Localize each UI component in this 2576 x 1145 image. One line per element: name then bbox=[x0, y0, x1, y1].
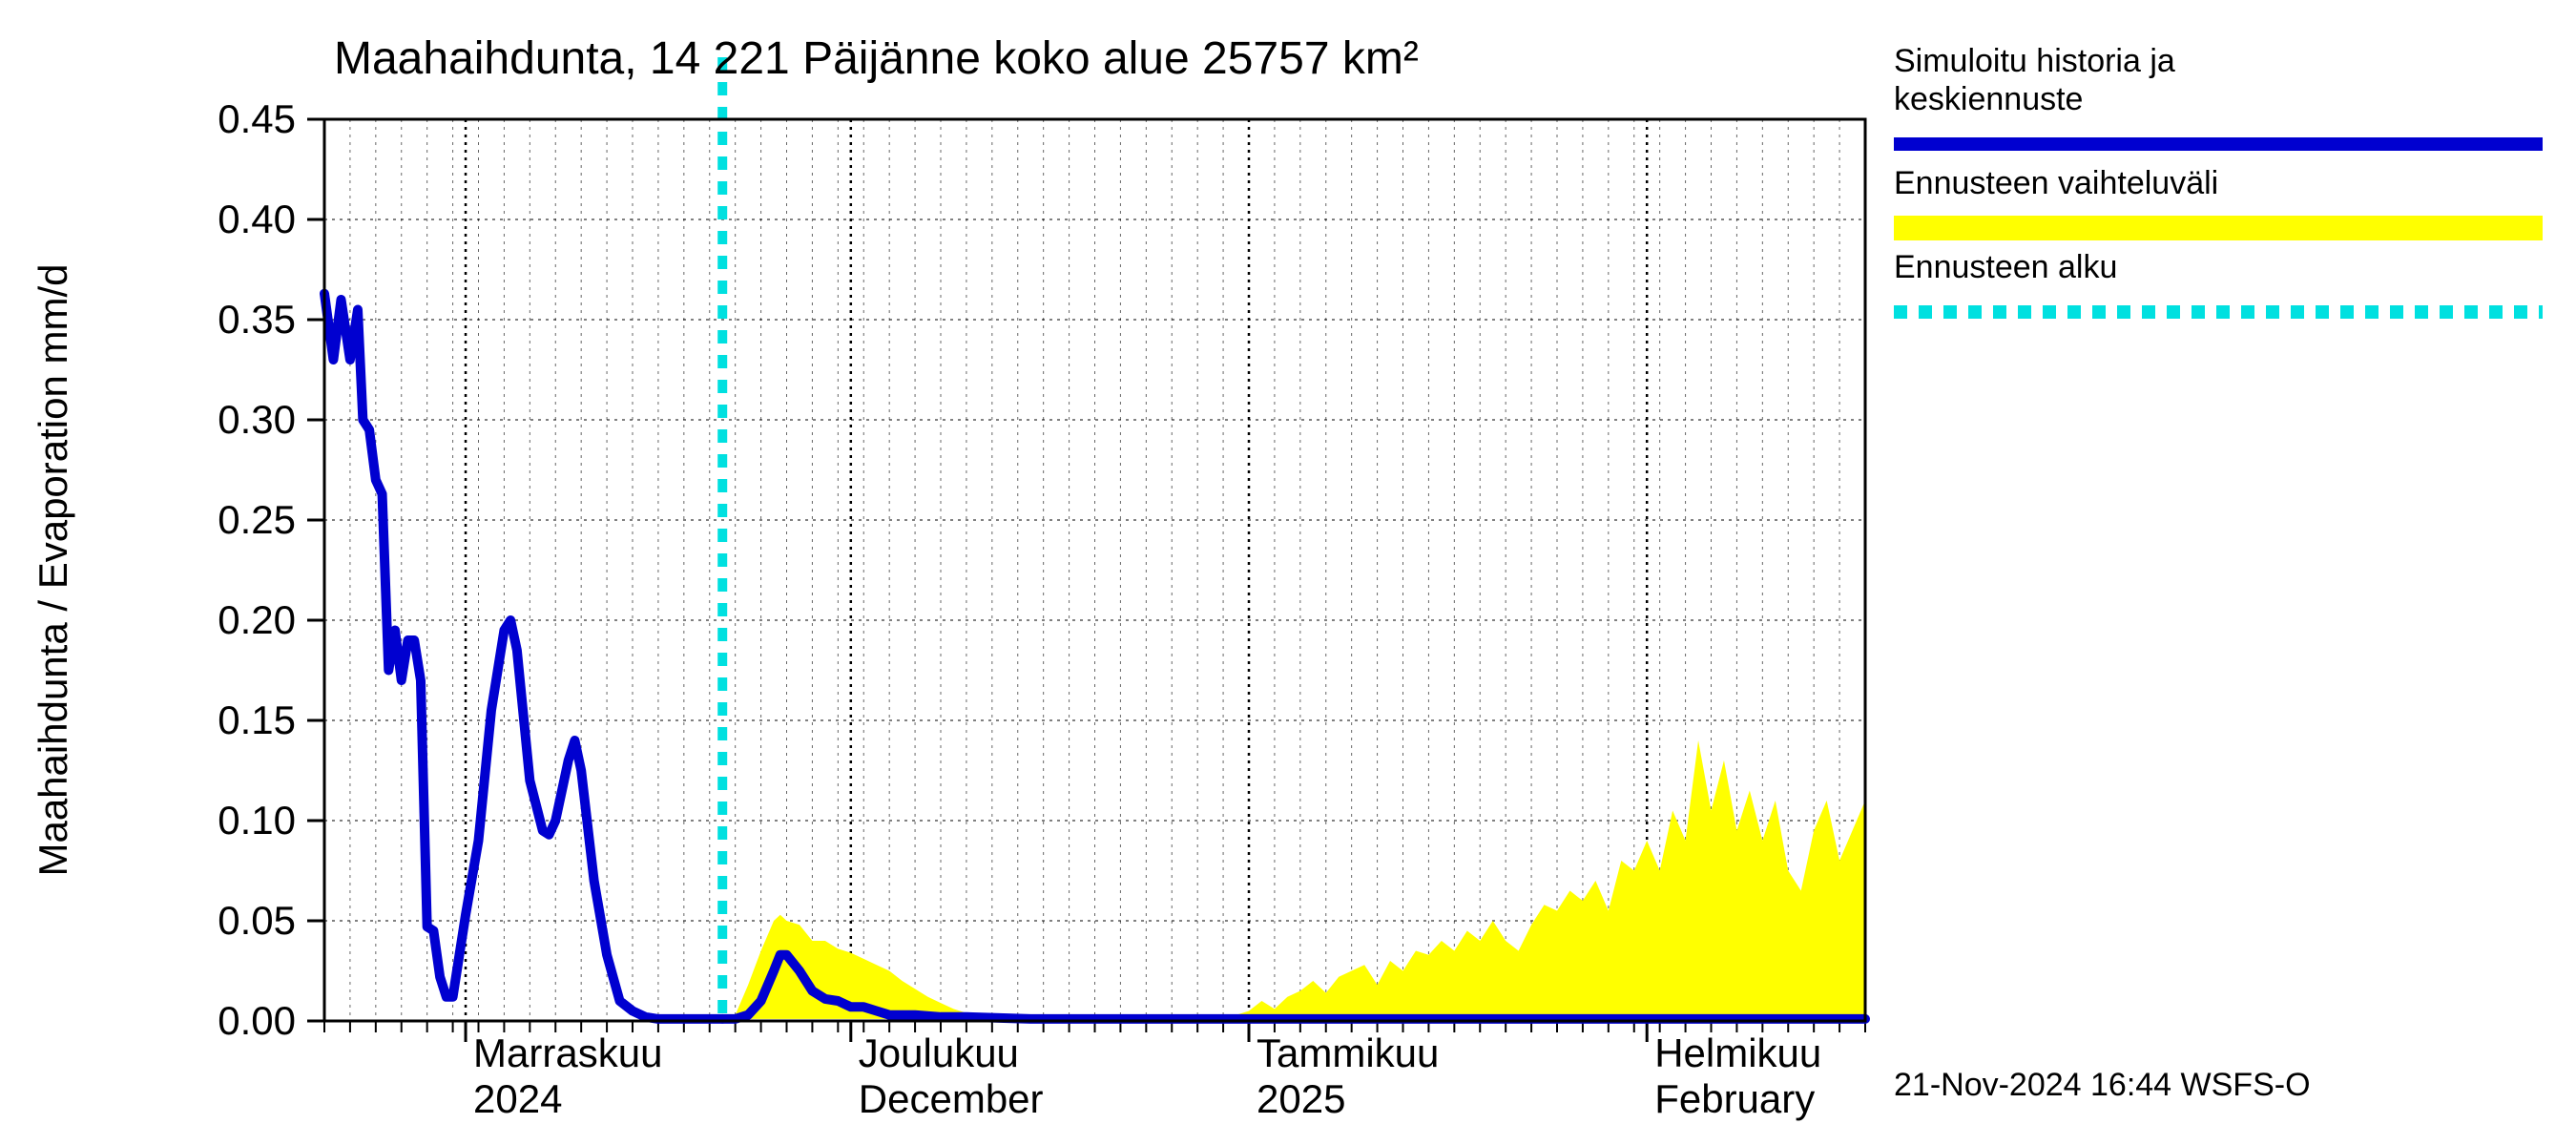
month-sublabel: 2025 bbox=[1257, 1076, 1345, 1121]
legend-label: Ennusteen alku bbox=[1894, 249, 2117, 285]
legend-swatch-band bbox=[1894, 216, 2543, 240]
legend-label: Simuloitu historia ja bbox=[1894, 43, 2175, 79]
ytick-label: 0.05 bbox=[218, 898, 296, 943]
ytick-label: 0.20 bbox=[218, 597, 296, 642]
chart-container: 0.00 0.05 0.10 0.15 0.20 0.25 0.30 0.35 0.40 0.45… bbox=[0, 0, 2576, 1145]
ytick-label: 0.40 bbox=[218, 197, 296, 241]
ytick-label: 0.00 bbox=[218, 998, 296, 1043]
chart-title: Maahaihdunta, 14 221 Päijänne koko alue … bbox=[334, 33, 1419, 84]
month-sublabel: February bbox=[1654, 1076, 1815, 1121]
y-axis-label: Maahaihdunta / Evaporation mm/d bbox=[31, 263, 75, 876]
ytick-label: 0.30 bbox=[218, 397, 296, 442]
month-label: Joulukuu bbox=[859, 1030, 1019, 1075]
month-label: Marraskuu bbox=[473, 1030, 662, 1075]
month-sublabel: December bbox=[859, 1076, 1044, 1121]
legend-label: keskiennuste bbox=[1894, 81, 2083, 117]
footer-timestamp: 21-Nov-2024 16:44 WSFS-O bbox=[1894, 1067, 2311, 1103]
ytick-label: 0.45 bbox=[218, 96, 296, 141]
ytick-label: 0.35 bbox=[218, 297, 296, 342]
evaporation-chart: 0.00 0.05 0.10 0.15 0.20 0.25 0.30 0.35 0.40 0.45… bbox=[0, 0, 2576, 1145]
month-label: Tammikuu bbox=[1257, 1030, 1439, 1075]
ytick-label: 0.15 bbox=[218, 697, 296, 742]
month-label: Helmikuu bbox=[1654, 1030, 1821, 1075]
legend-label: Ennusteen vaihteluväli bbox=[1894, 165, 2218, 201]
month-sublabel: 2024 bbox=[473, 1076, 562, 1121]
ytick-label: 0.25 bbox=[218, 497, 296, 542]
ytick-label: 0.10 bbox=[218, 798, 296, 843]
